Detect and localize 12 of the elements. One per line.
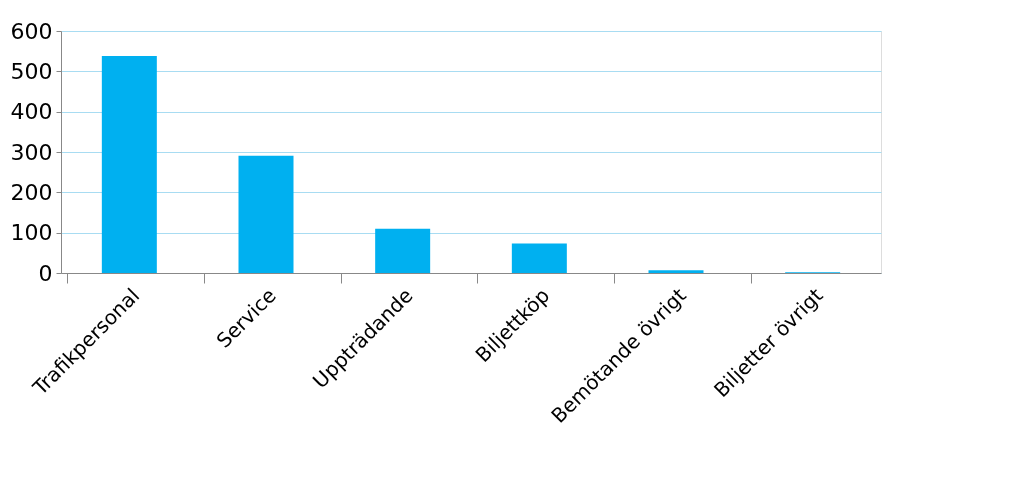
y-tick-label: 0: [38, 260, 53, 286]
y-tick-label: 600: [10, 18, 53, 44]
bar: [375, 228, 431, 273]
y-tick-label: 200: [10, 179, 53, 205]
bar: [101, 56, 157, 273]
y-tick-label: 500: [10, 58, 53, 84]
bar: [511, 243, 567, 273]
y-tick-label: 100: [10, 220, 53, 246]
bar: [238, 155, 294, 273]
y-tick-label: 300: [10, 139, 53, 165]
bar: [648, 270, 704, 273]
y-tick-label: 400: [10, 99, 53, 125]
